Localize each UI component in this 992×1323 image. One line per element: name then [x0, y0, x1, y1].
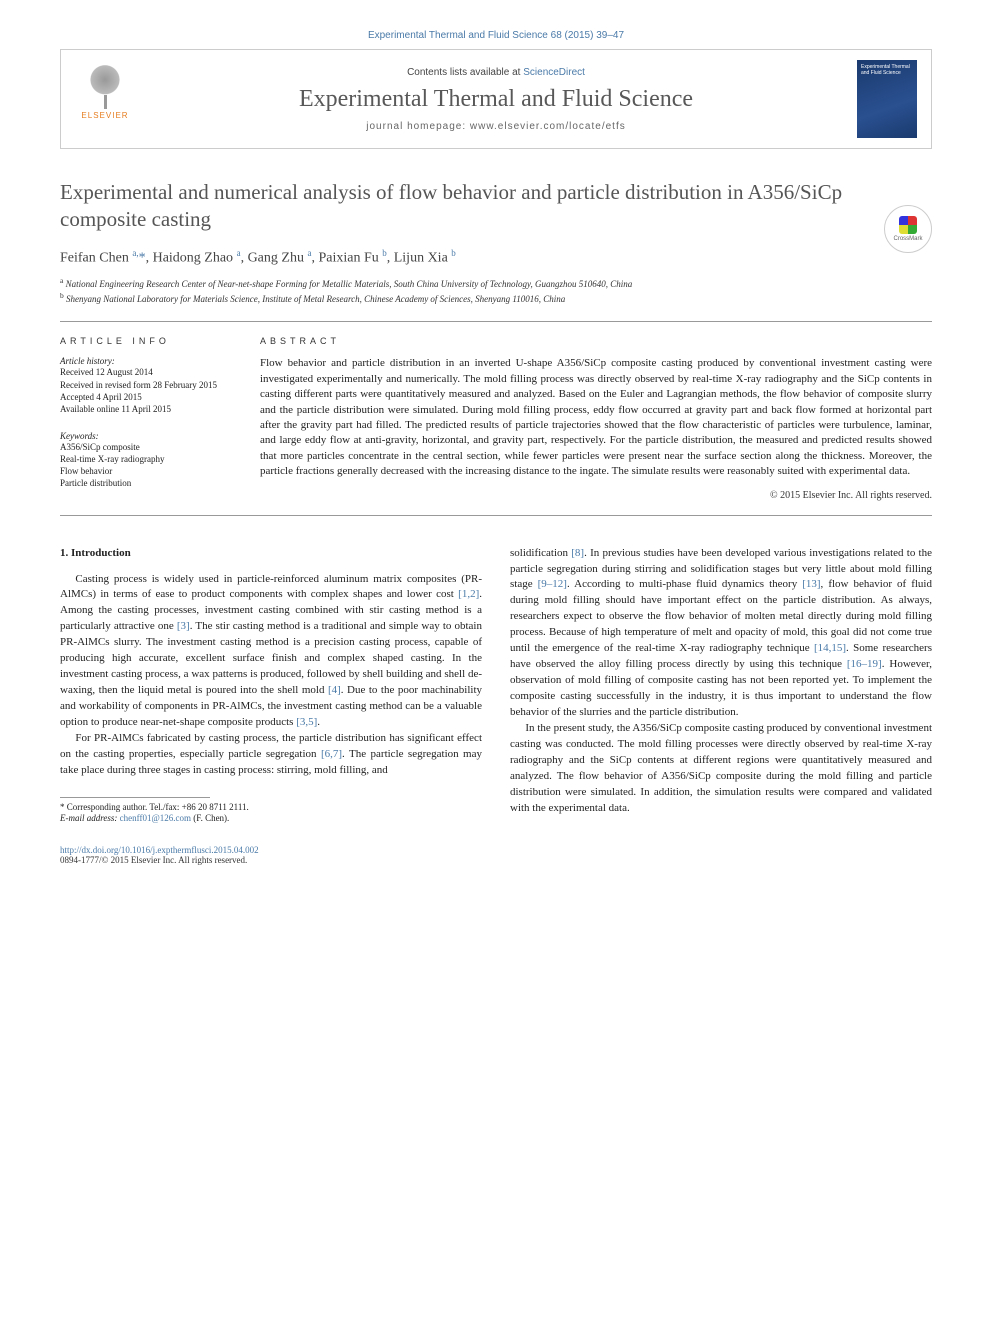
keyword-1: A356/SiCp composite: [60, 441, 240, 453]
article-info-column: ARTICLE INFO Article history: Received 1…: [60, 336, 260, 500]
info-abstract-row: ARTICLE INFO Article history: Received 1…: [60, 336, 932, 500]
abstract-text: Flow behavior and particle distribution …: [260, 356, 932, 479]
doi-link[interactable]: http://dx.doi.org/10.1016/j.expthermflus…: [60, 845, 932, 855]
sciencedirect-link[interactable]: ScienceDirect: [523, 67, 585, 78]
keyword-3: Flow behavior: [60, 465, 240, 477]
corr-author-line: * Corresponding author. Tel./fax: +86 20…: [60, 802, 482, 814]
corr-email-line: E-mail address: chenff01@126.com (F. Che…: [60, 813, 482, 825]
banner-center: Contents lists available at ScienceDirec…: [135, 67, 857, 132]
journal-cover-thumbnail: Experimental Thermal and Fluid Science: [857, 60, 917, 138]
homepage-line: journal homepage: www.elsevier.com/locat…: [135, 121, 857, 132]
running-header: Experimental Thermal and Fluid Science 6…: [60, 30, 932, 41]
footnote-separator: [60, 797, 210, 798]
corr-email-link[interactable]: chenff01@126.com: [120, 813, 191, 823]
affiliation-b: b Shenyang National Laboratory for Mater…: [60, 291, 932, 306]
crossmark-label: CrossMark: [893, 236, 922, 242]
keyword-2: Real-time X-ray radiography: [60, 453, 240, 465]
divider-bottom: [60, 515, 932, 516]
homepage-url: www.elsevier.com/locate/etfs: [470, 121, 626, 132]
crossmark-badge[interactable]: CrossMark: [884, 205, 932, 253]
affiliations: a National Engineering Research Center o…: [60, 276, 932, 305]
body-two-column: 1. Introduction Casting process is widel…: [60, 546, 932, 826]
article-info-heading: ARTICLE INFO: [60, 336, 240, 346]
abstract-copyright: © 2015 Elsevier Inc. All rights reserved…: [260, 490, 932, 501]
abstract-heading: ABSTRACT: [260, 336, 932, 346]
corr-email-suffix: (F. Chen).: [193, 813, 229, 823]
cover-title: Experimental Thermal and Fluid Science: [861, 64, 913, 76]
divider-top: [60, 321, 932, 322]
history-accepted: Accepted 4 April 2015: [60, 391, 240, 403]
contents-line: Contents lists available at ScienceDirec…: [135, 67, 857, 78]
history-revised: Received in revised form 28 February 201…: [60, 379, 240, 391]
publisher-name: ELSEVIER: [81, 111, 128, 120]
elsevier-logo: ELSEVIER: [75, 64, 135, 134]
abstract-column: ABSTRACT Flow behavior and particle dist…: [260, 336, 932, 500]
body-para-4: In the present study, the A356/SiCp comp…: [510, 721, 932, 817]
history-received: Received 12 August 2014: [60, 366, 240, 378]
elsevier-tree-icon: [85, 64, 125, 109]
body-para-2: For PR-AlMCs fabricated by casting proce…: [60, 731, 482, 779]
article-history-heading: Article history:: [60, 356, 240, 366]
article-title: Experimental and numerical analysis of f…: [60, 179, 932, 234]
contents-prefix: Contents lists available at: [407, 67, 523, 78]
homepage-prefix: journal homepage:: [366, 121, 470, 132]
body-para-1: Casting process is widely used in partic…: [60, 572, 482, 731]
crossmark-icon: [899, 216, 917, 234]
issn-copyright: 0894-1777/© 2015 Elsevier Inc. All right…: [60, 855, 932, 865]
email-label: E-mail address:: [60, 813, 117, 823]
keyword-4: Particle distribution: [60, 477, 240, 489]
author-list: Feifan Chen a,*, Haidong Zhao a, Gang Zh…: [60, 248, 932, 267]
corresponding-author-footnote: * Corresponding author. Tel./fax: +86 20…: [60, 802, 482, 825]
journal-name: Experimental Thermal and Fluid Science: [135, 86, 857, 113]
section-1-heading: 1. Introduction: [60, 546, 482, 562]
journal-banner: ELSEVIER Contents lists available at Sci…: [60, 49, 932, 149]
history-online: Available online 11 April 2015: [60, 403, 240, 415]
keywords-heading: Keywords:: [60, 431, 240, 441]
affiliation-a: a National Engineering Research Center o…: [60, 276, 932, 291]
body-para-3: solidification [8]. In previous studies …: [510, 546, 932, 721]
